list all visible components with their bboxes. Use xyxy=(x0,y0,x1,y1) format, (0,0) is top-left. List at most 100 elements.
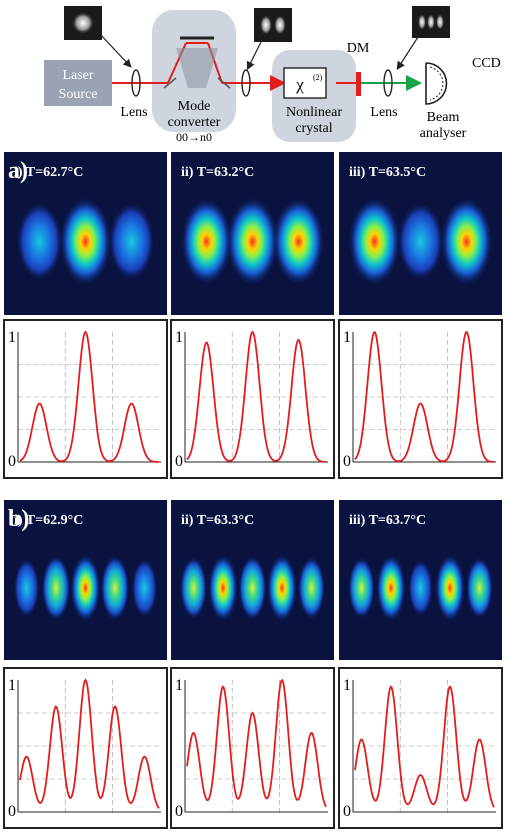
mode-converter-label-2: converter xyxy=(168,115,221,130)
beam-analyser-label-2: analyser xyxy=(420,126,467,141)
a-panel-label: iii) T=63.5°C xyxy=(349,165,426,180)
beam-lobe xyxy=(108,203,155,280)
beam-lobe xyxy=(267,554,297,622)
dichroic-mirror-icon xyxy=(356,72,361,96)
beam-lobe xyxy=(13,558,40,618)
b-panel-label: i) T=62.9°C xyxy=(14,513,83,528)
mode-formula: 00→n0 xyxy=(176,130,212,144)
y-tick-label-1: 1 xyxy=(175,677,183,694)
section-a-images: i) T=62.7°C ii) T=63.2°C iii) T=63.5°C a) xyxy=(4,152,502,315)
plot-frame xyxy=(170,319,335,479)
beam-lobe xyxy=(348,197,401,286)
a-image-panel: ii) T=63.2°C xyxy=(171,152,334,315)
y-tick-label-0: 0 xyxy=(343,453,351,470)
mode-converter-label-1: Mode xyxy=(178,99,211,114)
y-tick-label-1: 1 xyxy=(8,329,16,346)
ccd-detector-inner xyxy=(429,66,444,101)
profile-curve xyxy=(19,678,160,809)
y-tick-label-1: 1 xyxy=(343,329,351,346)
y-tick-label-0: 0 xyxy=(175,803,183,820)
plot-frame xyxy=(3,319,168,479)
mode-converter-prism xyxy=(176,48,218,88)
b-profile-plot: 10 xyxy=(3,667,168,829)
y-tick-label-0: 0 xyxy=(8,803,16,820)
lens-left-icon xyxy=(131,69,141,97)
beam-lobe xyxy=(440,197,493,286)
beam-lobe xyxy=(180,557,207,619)
mode-converter-right-mirror xyxy=(217,77,231,89)
beam-lobe xyxy=(16,203,63,280)
y-tick-label-0: 0 xyxy=(343,803,351,820)
y-tick-label-1: 1 xyxy=(175,329,183,346)
beam-lobe xyxy=(226,197,279,286)
y-tick-label-1: 1 xyxy=(8,677,16,694)
chi-symbol: χ xyxy=(295,75,304,94)
profile-curve xyxy=(19,330,159,463)
crystal-label-1: Nonlinear xyxy=(286,105,342,120)
setup-diagram: Laser Source χ (2) DM CCD xyxy=(44,6,501,144)
b-panel-label: iii) T=63.7°C xyxy=(349,513,426,528)
dm-label: DM xyxy=(347,41,370,56)
section-b-label: b) xyxy=(8,506,29,532)
b-image-panel: i) T=62.9°C xyxy=(4,500,167,660)
a-profile-plot: 10 xyxy=(170,319,335,479)
mode-converter-left-mirror xyxy=(163,77,177,89)
laser-source-label-1: Laser xyxy=(62,68,93,83)
thumbnail-input xyxy=(64,6,132,68)
crystal-label-2: crystal xyxy=(295,121,332,136)
y-tick-label-1: 1 xyxy=(343,677,351,694)
profile-curve xyxy=(354,330,494,463)
beam-lobe xyxy=(131,558,158,618)
beam-lobe xyxy=(41,555,71,621)
lens-right-label: Lens xyxy=(370,105,397,120)
beam-lobe xyxy=(376,554,406,622)
lens-mid-icon xyxy=(241,69,251,97)
plot-frame xyxy=(338,667,503,829)
chi-order: (2) xyxy=(313,73,323,82)
beam-lobe xyxy=(272,198,325,285)
plot-frame xyxy=(3,667,168,829)
b-image-panel: iii) T=63.7°C xyxy=(339,500,502,660)
laser-source-label-2: Source xyxy=(59,87,98,102)
thumbnail-converted xyxy=(246,8,292,71)
a-image-panel: iii) T=63.5°C xyxy=(339,152,502,315)
beam-lobe xyxy=(298,557,325,619)
ccd-label: CCD xyxy=(472,56,501,71)
y-tick-label-0: 0 xyxy=(8,453,16,470)
profile-curve xyxy=(186,678,327,808)
plot-frame xyxy=(338,319,503,479)
beam-lobe xyxy=(238,556,267,620)
beam-lobe xyxy=(397,203,444,280)
lens-left-label: Lens xyxy=(120,105,147,120)
ccd-detector-icon xyxy=(425,62,448,105)
a-image-panel: i) T=62.7°C xyxy=(4,152,167,315)
y-tick-label-0: 0 xyxy=(175,453,183,470)
b-image-panel: ii) T=63.3°C xyxy=(171,500,334,660)
beam-lobe xyxy=(435,554,465,622)
crystal-box xyxy=(283,67,327,99)
beam-lobe xyxy=(180,198,233,285)
a-profile-plot: 10 xyxy=(338,319,503,479)
beam-lobe xyxy=(208,554,238,622)
profile-curve xyxy=(186,330,326,463)
a-panel-label: ii) T=63.2°C xyxy=(181,165,254,180)
beam-lobe xyxy=(59,197,112,286)
thumbnail-output xyxy=(396,6,450,71)
b-profile-plot: 10 xyxy=(338,667,503,829)
b-profile-plot: 10 xyxy=(170,667,335,829)
beam-lobe xyxy=(348,557,375,619)
b-panel-label: ii) T=63.3°C xyxy=(181,513,254,528)
beam-lobe xyxy=(408,559,433,617)
profile-curve xyxy=(354,685,495,808)
beam-analyser-label-1: Beam xyxy=(427,110,460,125)
beam-lobe xyxy=(70,554,101,622)
section-a-label: a) xyxy=(8,158,28,184)
section-b-images: i) T=62.9°C ii) T=63.3°C iii) T=63.7°C b) xyxy=(4,500,502,660)
laser-source-box xyxy=(44,60,112,106)
a-profile-plot: 10 xyxy=(3,319,168,479)
beam-lobe xyxy=(100,555,130,621)
